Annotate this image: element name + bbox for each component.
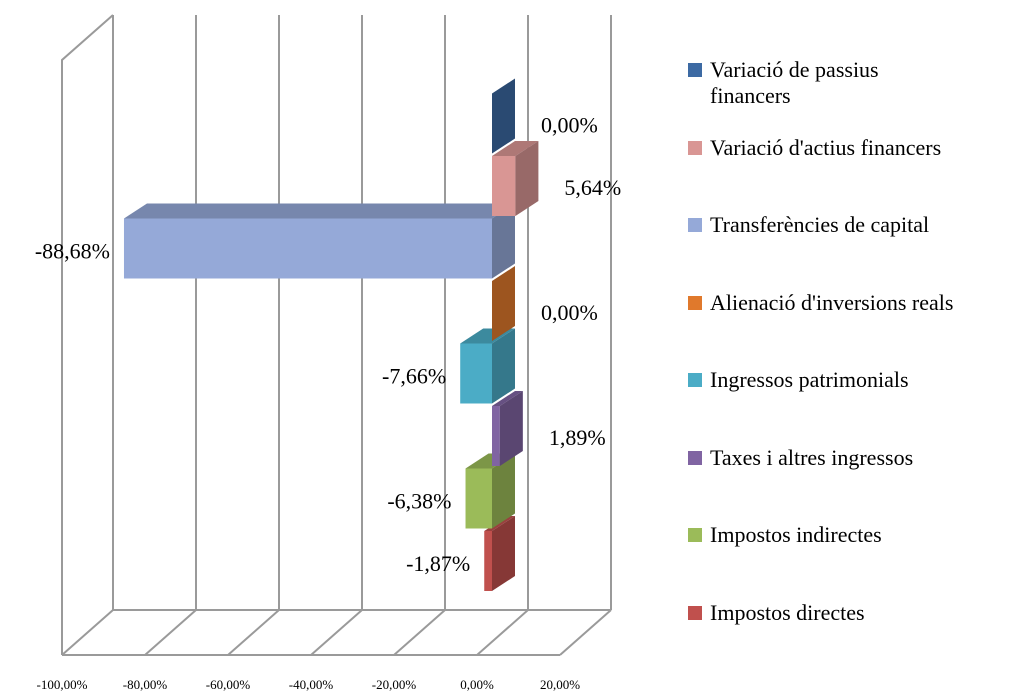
grid-line [476,609,529,656]
bar [123,218,492,279]
legend-swatch [688,528,702,542]
legend-label: Taxes i altres ingressos [710,444,914,470]
value-label: -1,87% [406,551,470,576]
value-label: -6,38% [387,489,451,514]
x-tick-label: -60,00% [206,677,251,692]
grid-line [61,609,114,656]
legend-label: Variació d'actius financers [710,134,942,160]
bar-side [492,516,515,591]
legend-swatch [688,373,702,387]
x-tick-label: -80,00% [123,677,168,692]
legend-item: Impostos directes [688,600,865,626]
legend-swatch [688,295,702,310]
value-label: 5,64% [564,175,621,200]
legend-label: Variació de passius financers [710,57,879,108]
legend-label: Ingressos patrimonials [710,367,909,392]
grid-line [559,609,612,656]
legend-item: Transferències de capital [688,212,929,238]
bar [484,531,492,591]
value-label: -7,66% [382,364,446,389]
bar-top [492,141,539,156]
x-tick-label: -20,00% [372,677,417,692]
grid-line [310,609,363,656]
legend-item: Impostos indirectes [688,522,882,548]
x-tick-label: 0,00% [460,677,494,692]
legend-item: Taxes i altres ingressos [688,445,913,471]
bar [492,156,516,216]
legend-swatch [688,450,702,465]
bar-top [123,203,515,219]
bar-side [499,391,523,466]
bar [465,468,492,529]
legend-label: Impostos indirectes [710,522,882,547]
legend-label: Alienació d'inversions reals [710,289,954,315]
x-tick-label: -100,00% [37,677,88,692]
grid-line [227,609,280,656]
grid-line [144,609,197,656]
bar-top [492,391,523,406]
bar-side [492,328,515,404]
legend-label: Transferències de capital [710,212,930,237]
legend-swatch [688,140,702,155]
value-label: 0,00% [541,300,598,325]
x-tick-label: -40,00% [289,677,334,692]
bar [460,343,492,404]
legend-swatch [688,605,702,620]
bar-side [492,203,515,279]
value-label: -88,68% [35,239,110,264]
value-label: 0,00% [541,113,598,138]
legend-swatch [688,63,702,77]
legend-label: Impostos directes [710,599,865,625]
legend-item: Variació d'actius financers [688,135,941,161]
legend-item: Alienació d'inversions reals [688,290,953,316]
x-tick-label: 20,00% [540,677,580,692]
legend-swatch [688,218,702,232]
legend-item: Variació de passius financers [688,57,940,109]
bar [492,406,500,466]
legend-item: Ingressos patrimonials [688,367,909,393]
bar-side [492,266,515,341]
bar-side [492,453,515,529]
value-label: 1,89% [549,425,606,450]
bar-side [515,141,539,216]
wall-edge [61,14,114,655]
bar-side [492,78,515,154]
grid-line [393,609,446,656]
